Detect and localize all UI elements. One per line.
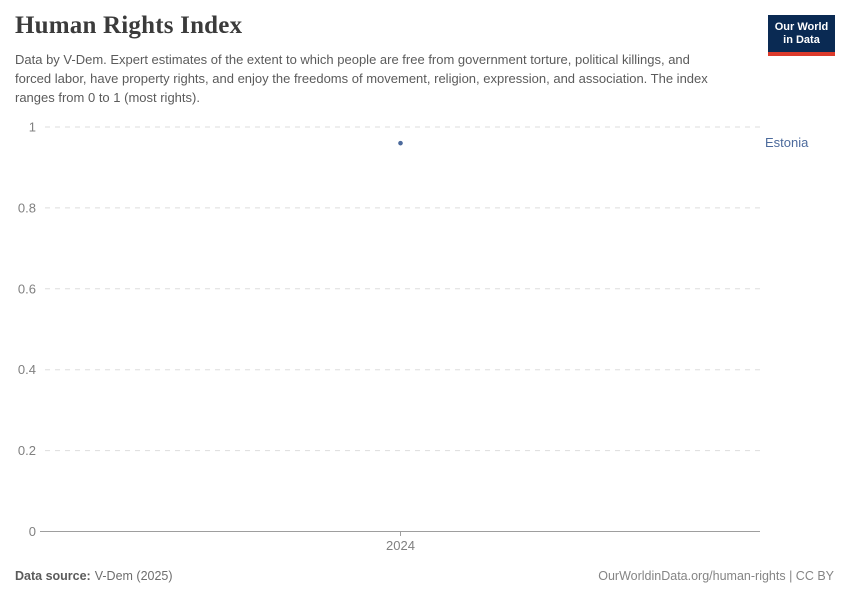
y-tick-label: 0.4 [18,362,36,377]
entity-label-estonia[interactable]: Estonia [765,135,809,151]
footer-source: Data source: V-Dem (2025) [15,569,173,583]
source-label: Data source: [15,569,91,583]
chart-subtitle: Data by V-Dem. Expert estimates of the e… [15,52,708,105]
page-title: Human Rights Index [15,12,243,39]
footer-credit-link[interactable]: OurWorldinData.org/human-rights | CC BY [598,569,834,583]
y-tick-label: 0 [29,524,36,539]
y-tick-label: 0.6 [18,281,36,296]
y-tick-label: 0.8 [18,200,36,215]
x-tick-label: 2024 [386,538,415,553]
y-tick-label: 0.2 [18,443,36,458]
source-value: V-Dem (2025) [94,569,173,583]
owid-logo-line2: in Data [783,34,820,46]
owid-logo: Our World in Data [768,15,835,56]
owid-logo-line1: Our World [774,21,829,33]
y-tick-label: 1 [29,120,36,135]
data-point-estonia[interactable] [398,140,403,146]
